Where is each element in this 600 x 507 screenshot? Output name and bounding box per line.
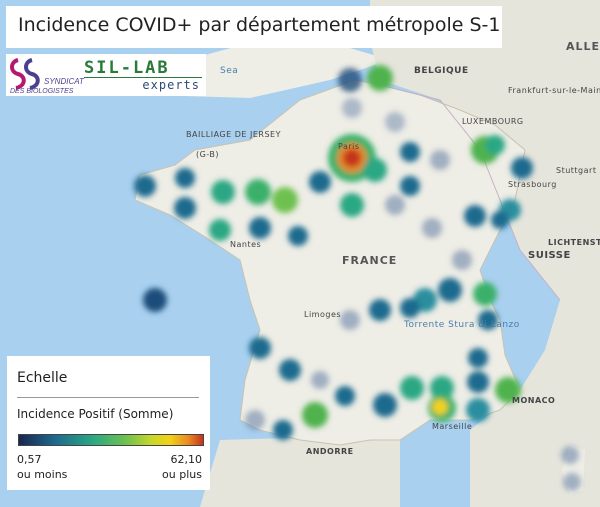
border-line [379,84,561,301]
legend-min-note: ou moins [17,468,68,481]
legend-color-bar [18,434,204,446]
logo-box: SYNDICAT DES BIOLOGISTES SIL-LAB experts [6,54,206,96]
legend-min: 0,57 ou moins [17,452,67,482]
heat-spots [134,65,581,491]
label-monaco: MONACO [512,396,556,405]
label-sea: Sea [220,66,239,76]
legend-max-value: 62,10 [170,453,203,466]
legend-max: 62,10 ou plus [162,452,202,482]
label-france: FRANCE [342,254,398,267]
legend-max-note: ou plus [162,468,202,481]
label-limoges: Limoges [304,310,342,319]
uk-land [150,40,390,98]
label-bailliage: BAILLIAGE DE JERSEY [186,130,281,139]
label-belgique: BELGIQUE [414,66,469,76]
label-strasbourg: Strasbourg [508,180,557,189]
label-marseille: Marseille [432,422,473,431]
label-lichtenstein: LICHTENSTEIN [548,238,600,247]
label-suisse: SUISSE [528,250,571,261]
label-paris: Paris [338,142,360,151]
svg-text:SYNDICAT: SYNDICAT [44,77,85,86]
legend-divider [17,397,199,398]
label-guernesey: (G-B) [196,150,220,159]
title-box: Incidence COVID+ par département métropo… [6,6,502,48]
syndicat-logo: SYNDICAT DES BIOLOGISTES [10,58,85,95]
label-andorre: ANDORRE [306,447,354,456]
spain-land [200,435,400,507]
label-frankfurt: Frankfurt-sur-le-Main [508,86,600,95]
label-nantes: Nantes [230,240,262,249]
label-stuttgart: Stuttgart [556,166,597,175]
legend-subtitle: Incidence Positif (Somme) [17,407,174,421]
legend-panel: Echelle Incidence Positif (Somme) 0,57 o… [7,356,210,490]
map-title: Incidence COVID+ par département métropo… [18,14,501,36]
legend-header: Echelle [17,370,68,386]
legend-min-value: 0,57 [17,453,42,466]
sillab-logo: SIL-LAB experts [84,58,202,92]
label-allemagne: ALLE [566,40,600,53]
france-land [134,79,526,446]
svg-text:DES BIOLOGISTES: DES BIOLOGISTES [10,88,74,95]
neighbour-land [370,0,600,507]
label-luxembourg: LUXEMBOURG [462,117,524,126]
label-torrente: Torrente Stura di Lanzo [404,320,520,330]
